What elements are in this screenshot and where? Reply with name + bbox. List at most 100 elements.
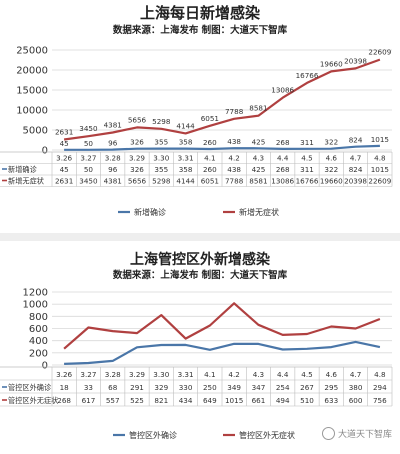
- data-label: 425: [252, 137, 266, 146]
- data-label: 45: [60, 139, 69, 148]
- table-cell: 254: [276, 383, 290, 392]
- table-cell: 4381: [104, 177, 122, 186]
- table-cell: 347: [252, 383, 266, 392]
- table-cell: 617: [82, 396, 96, 405]
- table-cell: 600: [349, 396, 363, 405]
- x-tick-label: 4.6: [326, 370, 338, 379]
- data-label: 326: [130, 138, 144, 147]
- y-tick-label: 400: [29, 336, 48, 347]
- table-cell: 268: [57, 396, 71, 405]
- table-series-name: 管控区外无症状: [8, 396, 58, 405]
- y-tick-label: 800: [29, 312, 48, 323]
- table-cell: 96: [108, 165, 118, 174]
- x-tick-label: 4.4: [277, 370, 289, 379]
- x-tick-label: 3.26: [56, 370, 72, 379]
- x-tick-label: 3.27: [80, 370, 96, 379]
- table-cell: 250: [203, 383, 217, 392]
- y-tick-label: 0: [42, 146, 48, 157]
- data-label: 13086: [271, 86, 294, 95]
- table-cell: 294: [373, 383, 387, 392]
- x-tick-label: 4.4: [277, 154, 289, 163]
- table-cell: 494: [276, 396, 290, 405]
- data-label: 1015: [371, 135, 389, 144]
- x-tick-label: 4.2: [228, 370, 239, 379]
- data-label: 19660: [320, 59, 343, 68]
- data-label: 4144: [176, 121, 195, 130]
- x-tick-label: 3.28: [105, 370, 121, 379]
- data-label: 4381: [104, 120, 122, 129]
- data-label: 96: [108, 139, 118, 148]
- table-cell: 8581: [249, 177, 267, 186]
- x-tick-label: 3.28: [105, 154, 121, 163]
- legend-label: 管控区外确诊: [129, 430, 177, 440]
- data-label: 5656: [128, 115, 147, 124]
- table-cell: 311: [300, 165, 314, 174]
- table-cell: 633: [324, 396, 338, 405]
- y-tick-label: 20000: [16, 66, 48, 77]
- table-cell: 16766: [296, 177, 319, 186]
- data-label: 358: [179, 138, 193, 147]
- x-tick-label: 4.8: [374, 154, 386, 163]
- x-tick-label: 3.29: [129, 370, 145, 379]
- watermark-text: 大道天下智库: [338, 427, 392, 440]
- x-tick-label: 4.6: [326, 154, 338, 163]
- table-cell: 649: [203, 396, 217, 405]
- table-cell: 661: [252, 396, 266, 405]
- table-cell: 68: [108, 383, 118, 392]
- y-tick-label: 5000: [23, 126, 48, 137]
- table-series-name: 新增无症状: [8, 177, 44, 186]
- table-cell: 291: [130, 383, 144, 392]
- table-cell: 295: [324, 383, 338, 392]
- series-line-1: [64, 303, 380, 348]
- x-tick-label: 4.7: [350, 154, 361, 163]
- chart-subtitle: 数据来源：上海发布 制图：大道天下智库: [112, 269, 288, 281]
- table-cell: 329: [154, 383, 168, 392]
- table-cell: 557: [106, 396, 120, 405]
- table-cell: 22609: [368, 177, 391, 186]
- table-cell: 33: [84, 383, 93, 392]
- legend-label: 新增确诊: [134, 207, 166, 217]
- data-label: 268: [276, 138, 290, 147]
- data-label: 322: [324, 138, 338, 147]
- table-cell: 355: [154, 165, 168, 174]
- data-label: 6051: [201, 114, 219, 123]
- table-cell: 6051: [201, 177, 219, 186]
- x-tick-label: 4.3: [253, 370, 264, 379]
- table-cell: 2631: [55, 177, 73, 186]
- table-cell: 5298: [152, 177, 171, 186]
- data-label: 8581: [249, 104, 267, 113]
- table-cell: 322: [324, 165, 338, 174]
- data-label: 20398: [344, 56, 367, 65]
- table-cell: 349: [227, 383, 241, 392]
- table-cell: 4144: [176, 177, 195, 186]
- table-cell: 50: [84, 165, 94, 174]
- table-cell: 1015: [225, 396, 243, 405]
- table-cell: 13086: [271, 177, 294, 186]
- legend-label: 管控区外无症状: [239, 430, 295, 440]
- table-cell: 756: [373, 396, 387, 405]
- x-tick-label: 4.5: [301, 370, 312, 379]
- x-tick-label: 4.7: [350, 370, 361, 379]
- x-tick-label: 4.5: [301, 154, 312, 163]
- x-tick-label: 3.30: [153, 370, 169, 379]
- y-tick-label: 1200: [23, 288, 48, 299]
- watermark: 大道天下智库: [322, 427, 392, 440]
- table-cell: 326: [130, 165, 144, 174]
- x-tick-label: 4.3: [253, 154, 264, 163]
- y-tick-label: 15000: [16, 86, 48, 97]
- table-cell: 268: [276, 165, 290, 174]
- data-label: 824: [349, 136, 363, 145]
- chart-title: 上海每日新增感染: [140, 4, 261, 22]
- table-cell: 3450: [79, 177, 98, 186]
- table-cell: 438: [227, 165, 241, 174]
- x-tick-label: 4.1: [204, 370, 215, 379]
- x-tick-label: 4.8: [374, 370, 386, 379]
- data-label: 2631: [55, 127, 73, 136]
- table-cell: 434: [179, 396, 193, 405]
- table-series-name: 管控区外确诊: [8, 383, 52, 392]
- table-series-name: 新增确诊: [8, 165, 38, 174]
